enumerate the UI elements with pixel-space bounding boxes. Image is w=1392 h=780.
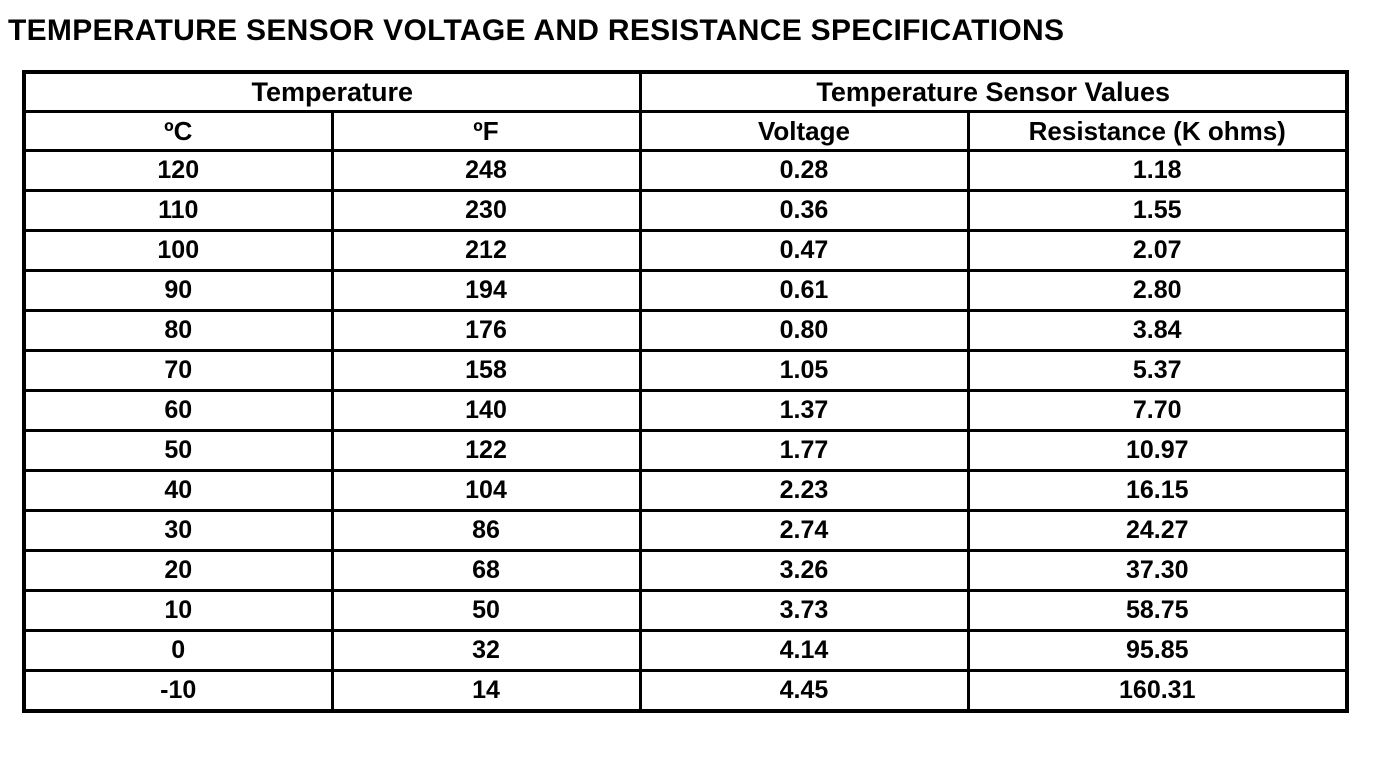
- cell-fahrenheit: 230: [330, 189, 642, 232]
- cell-fahrenheit: 176: [330, 309, 642, 352]
- cell-celsius: 20: [22, 549, 334, 592]
- cell-resistance: 2.07: [966, 229, 1349, 272]
- cell-celsius: 80: [22, 309, 334, 352]
- table-row: 0 32 4.14 95.85: [22, 629, 1349, 672]
- cell-voltage: 1.37: [638, 389, 970, 432]
- column-header-celsius: ºC: [22, 110, 334, 152]
- column-header-resistance: Resistance (K ohms): [966, 110, 1349, 152]
- cell-voltage: 2.74: [638, 509, 970, 552]
- page-title: TEMPERATURE SENSOR VOLTAGE AND RESISTANC…: [8, 14, 1065, 47]
- cell-fahrenheit: 50: [330, 589, 642, 632]
- cell-resistance: 7.70: [966, 389, 1349, 432]
- cell-celsius: 0: [22, 629, 334, 672]
- cell-resistance: 160.31: [966, 669, 1349, 712]
- cell-fahrenheit: 212: [330, 229, 642, 272]
- temperature-sensor-spec-table: Temperature Temperature Sensor Values ºC…: [22, 70, 1349, 713]
- cell-resistance: 95.85: [966, 629, 1349, 672]
- cell-resistance: 58.75: [966, 589, 1349, 632]
- cell-resistance: 1.18: [966, 149, 1349, 192]
- cell-celsius: 90: [22, 269, 334, 312]
- cell-voltage: 0.80: [638, 309, 970, 352]
- cell-resistance: 3.84: [966, 309, 1349, 352]
- cell-voltage: 0.36: [638, 189, 970, 232]
- cell-celsius: 70: [22, 349, 334, 392]
- cell-voltage: 2.23: [638, 469, 970, 512]
- cell-fahrenheit: 248: [330, 149, 642, 192]
- cell-voltage: 3.73: [638, 589, 970, 632]
- cell-voltage: 1.77: [638, 429, 970, 472]
- cell-fahrenheit: 158: [330, 349, 642, 392]
- table-row: 80 176 0.80 3.84: [22, 309, 1349, 352]
- cell-resistance: 10.97: [966, 429, 1349, 472]
- table-row: 120 248 0.28 1.18: [22, 149, 1349, 192]
- cell-fahrenheit: 194: [330, 269, 642, 312]
- cell-voltage: 0.47: [638, 229, 970, 272]
- cell-fahrenheit: 140: [330, 389, 642, 432]
- column-header-fahrenheit: ºF: [330, 110, 642, 152]
- cell-fahrenheit: 14: [330, 669, 642, 712]
- cell-fahrenheit: 122: [330, 429, 642, 472]
- group-header-sensor-values: Temperature Sensor Values: [638, 70, 1349, 113]
- cell-voltage: 4.45: [638, 669, 970, 712]
- cell-resistance: 24.27: [966, 509, 1349, 552]
- column-header-row: ºC ºF Voltage Resistance (K ohms): [22, 110, 1349, 152]
- cell-celsius: 10: [22, 589, 334, 632]
- table-row: 100 212 0.47 2.07: [22, 229, 1349, 272]
- cell-celsius: 110: [22, 189, 334, 232]
- table-row: 60 140 1.37 7.70: [22, 389, 1349, 432]
- table-row: 20 68 3.26 37.30: [22, 549, 1349, 592]
- table-row: 70 158 1.05 5.37: [22, 349, 1349, 392]
- cell-celsius: -10: [22, 669, 334, 712]
- cell-celsius: 120: [22, 149, 334, 192]
- cell-voltage: 3.26: [638, 549, 970, 592]
- cell-fahrenheit: 86: [330, 509, 642, 552]
- cell-voltage: 0.61: [638, 269, 970, 312]
- cell-celsius: 30: [22, 509, 334, 552]
- table-row: 40 104 2.23 16.15: [22, 469, 1349, 512]
- cell-fahrenheit: 104: [330, 469, 642, 512]
- cell-resistance: 1.55: [966, 189, 1349, 232]
- cell-celsius: 60: [22, 389, 334, 432]
- table-row: 10 50 3.73 58.75: [22, 589, 1349, 632]
- table-row: 90 194 0.61 2.80: [22, 269, 1349, 312]
- table-row: 30 86 2.74 24.27: [22, 509, 1349, 552]
- cell-resistance: 2.80: [966, 269, 1349, 312]
- cell-resistance: 16.15: [966, 469, 1349, 512]
- cell-voltage: 4.14: [638, 629, 970, 672]
- cell-celsius: 100: [22, 229, 334, 272]
- column-header-voltage: Voltage: [638, 110, 970, 152]
- cell-voltage: 1.05: [638, 349, 970, 392]
- cell-voltage: 0.28: [638, 149, 970, 192]
- cell-resistance: 5.37: [966, 349, 1349, 392]
- table-row: 110 230 0.36 1.55: [22, 189, 1349, 232]
- table-row: 50 122 1.77 10.97: [22, 429, 1349, 472]
- cell-fahrenheit: 68: [330, 549, 642, 592]
- cell-celsius: 40: [22, 469, 334, 512]
- table-row: -10 14 4.45 160.31: [22, 669, 1349, 712]
- group-header-temperature: Temperature: [22, 70, 642, 113]
- cell-fahrenheit: 32: [330, 629, 642, 672]
- table-body: 120 248 0.28 1.18 110 230 0.36 1.55 100 212 0.47 2.…: [22, 149, 1349, 712]
- cell-celsius: 50: [22, 429, 334, 472]
- cell-resistance: 37.30: [966, 549, 1349, 592]
- group-header-row: Temperature Temperature Sensor Values: [22, 70, 1349, 113]
